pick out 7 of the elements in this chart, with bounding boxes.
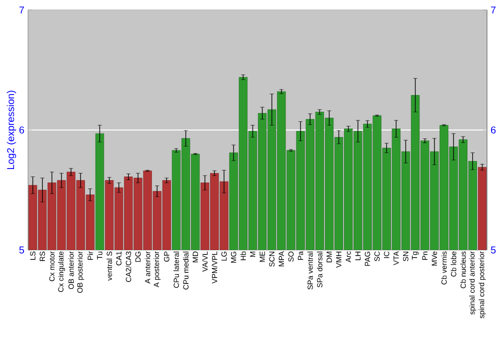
- y-tick-label: 5: [19, 246, 24, 254]
- y-tick-label: 6: [19, 126, 24, 134]
- y-tick-label: 7: [19, 6, 24, 14]
- y-axis-title: Log2 (expression): [6, 90, 16, 170]
- y2-tick-label: 6: [491, 126, 496, 134]
- y2-tick-label: 5: [490, 246, 496, 254]
- y2-tick-label: 7: [491, 6, 496, 14]
